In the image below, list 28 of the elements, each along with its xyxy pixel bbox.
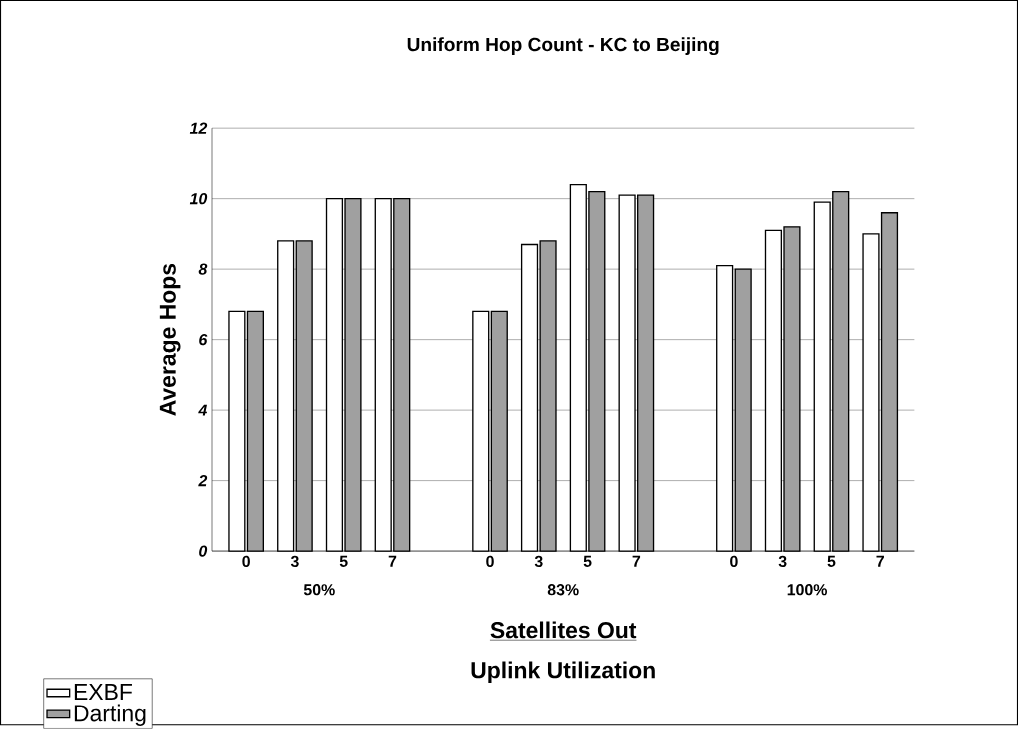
x-tick-label: 7: [388, 555, 397, 567]
y-tick-label: 0: [199, 545, 208, 557]
y-tick-label: 10: [189, 193, 208, 205]
chart-title: Uniform Hop Count - KC to Beijing: [407, 37, 719, 56]
x-axis-title: Satellites Out: [490, 621, 637, 639]
x-tick-label: 0: [730, 555, 738, 568]
y-tick-label: 6: [199, 334, 208, 346]
x-tick-label: 3: [778, 555, 787, 568]
text: 50%: [303, 584, 335, 596]
x-tick-label: 0: [486, 555, 494, 568]
x-tick-label: 3: [290, 555, 299, 568]
x-tick-label: 7: [632, 555, 641, 567]
text: Uplink Utilization: [471, 661, 655, 684]
y-tick-label: 12: [189, 122, 208, 134]
y-axis-title: Average Hops: [159, 264, 181, 416]
x-tick-label: 5: [583, 555, 592, 568]
y-tick-label: 2: [198, 475, 208, 487]
text: 83%: [547, 584, 579, 596]
legend-label: EXBF: [74, 684, 132, 701]
x-tick-label: 5: [827, 555, 836, 568]
y-tick-label: 4: [198, 404, 208, 416]
y-tick-label: 8: [198, 263, 208, 275]
text: 100%: [787, 584, 828, 596]
x-tick-label: 7: [876, 555, 884, 567]
x-tick-label: 3: [534, 555, 543, 568]
x-tick-label: 0: [242, 555, 250, 568]
legend-label: Darting: [74, 704, 146, 727]
x-tick-label: 5: [339, 555, 348, 568]
